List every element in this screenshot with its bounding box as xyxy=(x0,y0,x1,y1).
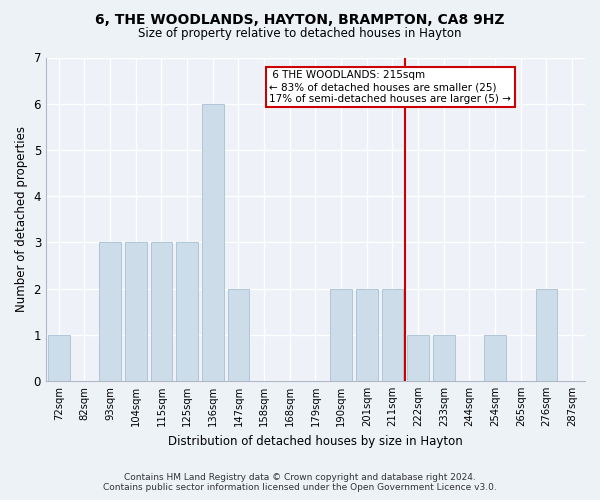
X-axis label: Distribution of detached houses by size in Hayton: Distribution of detached houses by size … xyxy=(168,434,463,448)
Text: 6, THE WOODLANDS, HAYTON, BRAMPTON, CA8 9HZ: 6, THE WOODLANDS, HAYTON, BRAMPTON, CA8 … xyxy=(95,12,505,26)
Bar xyxy=(125,242,146,381)
Bar xyxy=(433,334,455,381)
Bar xyxy=(536,288,557,381)
Bar xyxy=(356,288,378,381)
Text: Contains HM Land Registry data © Crown copyright and database right 2024.
Contai: Contains HM Land Registry data © Crown c… xyxy=(103,473,497,492)
Y-axis label: Number of detached properties: Number of detached properties xyxy=(15,126,28,312)
Bar xyxy=(151,242,172,381)
Bar xyxy=(382,288,403,381)
Bar xyxy=(99,242,121,381)
Bar xyxy=(202,104,224,381)
Text: 6 THE WOODLANDS: 215sqm
← 83% of detached houses are smaller (25)
17% of semi-de: 6 THE WOODLANDS: 215sqm ← 83% of detache… xyxy=(269,70,511,104)
Bar xyxy=(407,334,429,381)
Text: Size of property relative to detached houses in Hayton: Size of property relative to detached ho… xyxy=(138,28,462,40)
Bar xyxy=(176,242,198,381)
Bar xyxy=(330,288,352,381)
Bar xyxy=(227,288,250,381)
Bar xyxy=(484,334,506,381)
Bar xyxy=(48,334,70,381)
